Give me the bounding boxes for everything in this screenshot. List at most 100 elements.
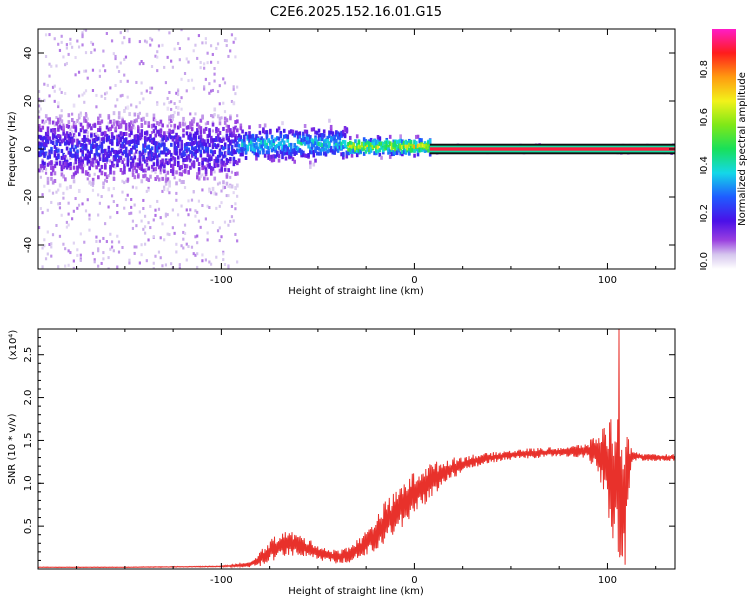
- spectrogram-cell: [222, 77, 225, 81]
- spectrogram-cell: [227, 264, 230, 268]
- spectrogram-cell: [147, 123, 151, 128]
- spectrogram-cell: [76, 248, 79, 252]
- spectrogram-cell: [81, 35, 84, 39]
- spectrogram-cell: [76, 138, 79, 143]
- spectrogram-cell: [342, 155, 345, 160]
- spectrogram-cell: [109, 232, 112, 236]
- spectrogram-cell: [137, 115, 140, 120]
- spectrogram-cell: [116, 134, 119, 139]
- spectrogram-cell: [81, 202, 84, 206]
- spectrogram-cell: [109, 170, 112, 175]
- spectrogram-cell: [173, 123, 177, 128]
- spectrogram-cell: [97, 247, 100, 251]
- spectrogram-cell: [168, 150, 171, 155]
- spectrogram-cell: [51, 120, 55, 125]
- spectrogram-cell: [50, 64, 53, 68]
- spectrogram-cell: [53, 99, 56, 103]
- spectrogram-cell: [348, 147, 352, 152]
- spectrogram-cell: [241, 143, 244, 148]
- spectrogram-cell: [77, 132, 81, 137]
- spectrogram-cell: [286, 135, 290, 140]
- spectrogram-cell: [397, 139, 401, 144]
- spectrogram-cell: [262, 140, 265, 145]
- spectrogram-cell: [355, 134, 359, 139]
- spectrogram-cell: [142, 137, 145, 141]
- spectrogram-cell: [421, 145, 425, 150]
- spectrogram-cell: [227, 194, 230, 198]
- spectrogram-cell: [170, 107, 173, 111]
- spectrogram-cell: [69, 251, 72, 255]
- spectrogram-cell: [364, 142, 368, 147]
- spectrogram-cell: [244, 155, 248, 160]
- spectrogram-cell: [324, 146, 328, 151]
- spectrogram-cell: [189, 112, 192, 116]
- spectrogram-cell: [307, 136, 310, 141]
- spectrogram-cell: [227, 136, 230, 141]
- spectrogram-cell: [390, 146, 394, 151]
- spectrogram-cell: [90, 147, 93, 152]
- spectrogram-cell: [236, 161, 239, 166]
- spectrogram-cell: [342, 145, 345, 150]
- snr-ytick-label: 0.5: [23, 518, 34, 534]
- spectrogram-cell: [373, 141, 376, 146]
- spectrogram-cell: [328, 134, 331, 139]
- spectrogram-cell: [126, 177, 130, 182]
- spectrogram-cell: [416, 144, 420, 149]
- spectrogram-cell: [171, 113, 175, 118]
- spectrogram-cell: [190, 122, 194, 127]
- spectrogram-cell: [180, 77, 183, 81]
- spectrogram-cell: [76, 206, 79, 210]
- spectrogram-cell: [138, 150, 142, 155]
- spectrogram-cell: [296, 139, 300, 144]
- spectrogram-cell: [176, 93, 180, 97]
- spectrogram-cell: [289, 154, 293, 159]
- spectrogram-cell: [116, 153, 119, 158]
- spectrogram-cell: [216, 158, 220, 163]
- spectrogram-cell: [286, 147, 290, 152]
- spectrogram-cell: [262, 148, 265, 153]
- spectrogram-cell: [157, 153, 161, 158]
- spectrogram-cell: [303, 129, 307, 134]
- spectrogram-cell: [222, 250, 225, 254]
- spectrogram-cell: [114, 165, 117, 169]
- spectrogram-cell: [192, 152, 196, 157]
- spectrogram-cell: [88, 123, 91, 128]
- spectrogram-cell: [303, 141, 307, 146]
- spectrogram-cell: [267, 155, 270, 160]
- spectrogram-cell: [229, 128, 232, 133]
- spectrogram-cell: [305, 129, 309, 134]
- spectrogram-cell: [67, 124, 71, 129]
- spectrogram-cell: [216, 90, 220, 94]
- spectrogram-cell: [347, 141, 350, 146]
- spectrogram-cell: [272, 147, 276, 152]
- spectrogram-cell: [244, 149, 248, 154]
- spectrogram-cell: [77, 70, 81, 74]
- spectrogram-cell: [263, 123, 267, 128]
- spectrogram-cell: [173, 102, 176, 106]
- spectrogram-cell: [128, 149, 131, 154]
- spectrogram-cell: [388, 154, 392, 159]
- colorbar-tick-label: 0.4: [699, 156, 710, 172]
- spectrogram-cell: [128, 258, 131, 262]
- spectrogram-cell: [170, 114, 173, 119]
- spectrogram-cell: [309, 160, 312, 165]
- spectrogram-cell: [345, 150, 349, 155]
- spectrogram-cell: [50, 128, 53, 133]
- spectrogram-cell: [387, 144, 390, 149]
- spectrogram-cell: [208, 143, 211, 148]
- spectrogram-cell: [43, 98, 46, 102]
- spectrogram-cell: [133, 140, 137, 145]
- spectrogram-cell: [274, 145, 277, 150]
- spectrogram-cell: [328, 144, 331, 149]
- spectrogram-cell: [48, 33, 51, 37]
- spectrogram-cell: [123, 36, 126, 40]
- spectrogram-cell: [38, 97, 41, 101]
- spectrogram-cell: [65, 161, 69, 166]
- spectrogram-cell: [156, 145, 159, 150]
- spectrogram-cell: [83, 100, 86, 104]
- spectrogram-cell: [84, 113, 88, 118]
- spectrogram-cell: [86, 76, 89, 80]
- spectrogram-cell: [385, 146, 389, 151]
- spectrogram-cell: [164, 214, 168, 218]
- spectrogram-cell: [119, 136, 123, 141]
